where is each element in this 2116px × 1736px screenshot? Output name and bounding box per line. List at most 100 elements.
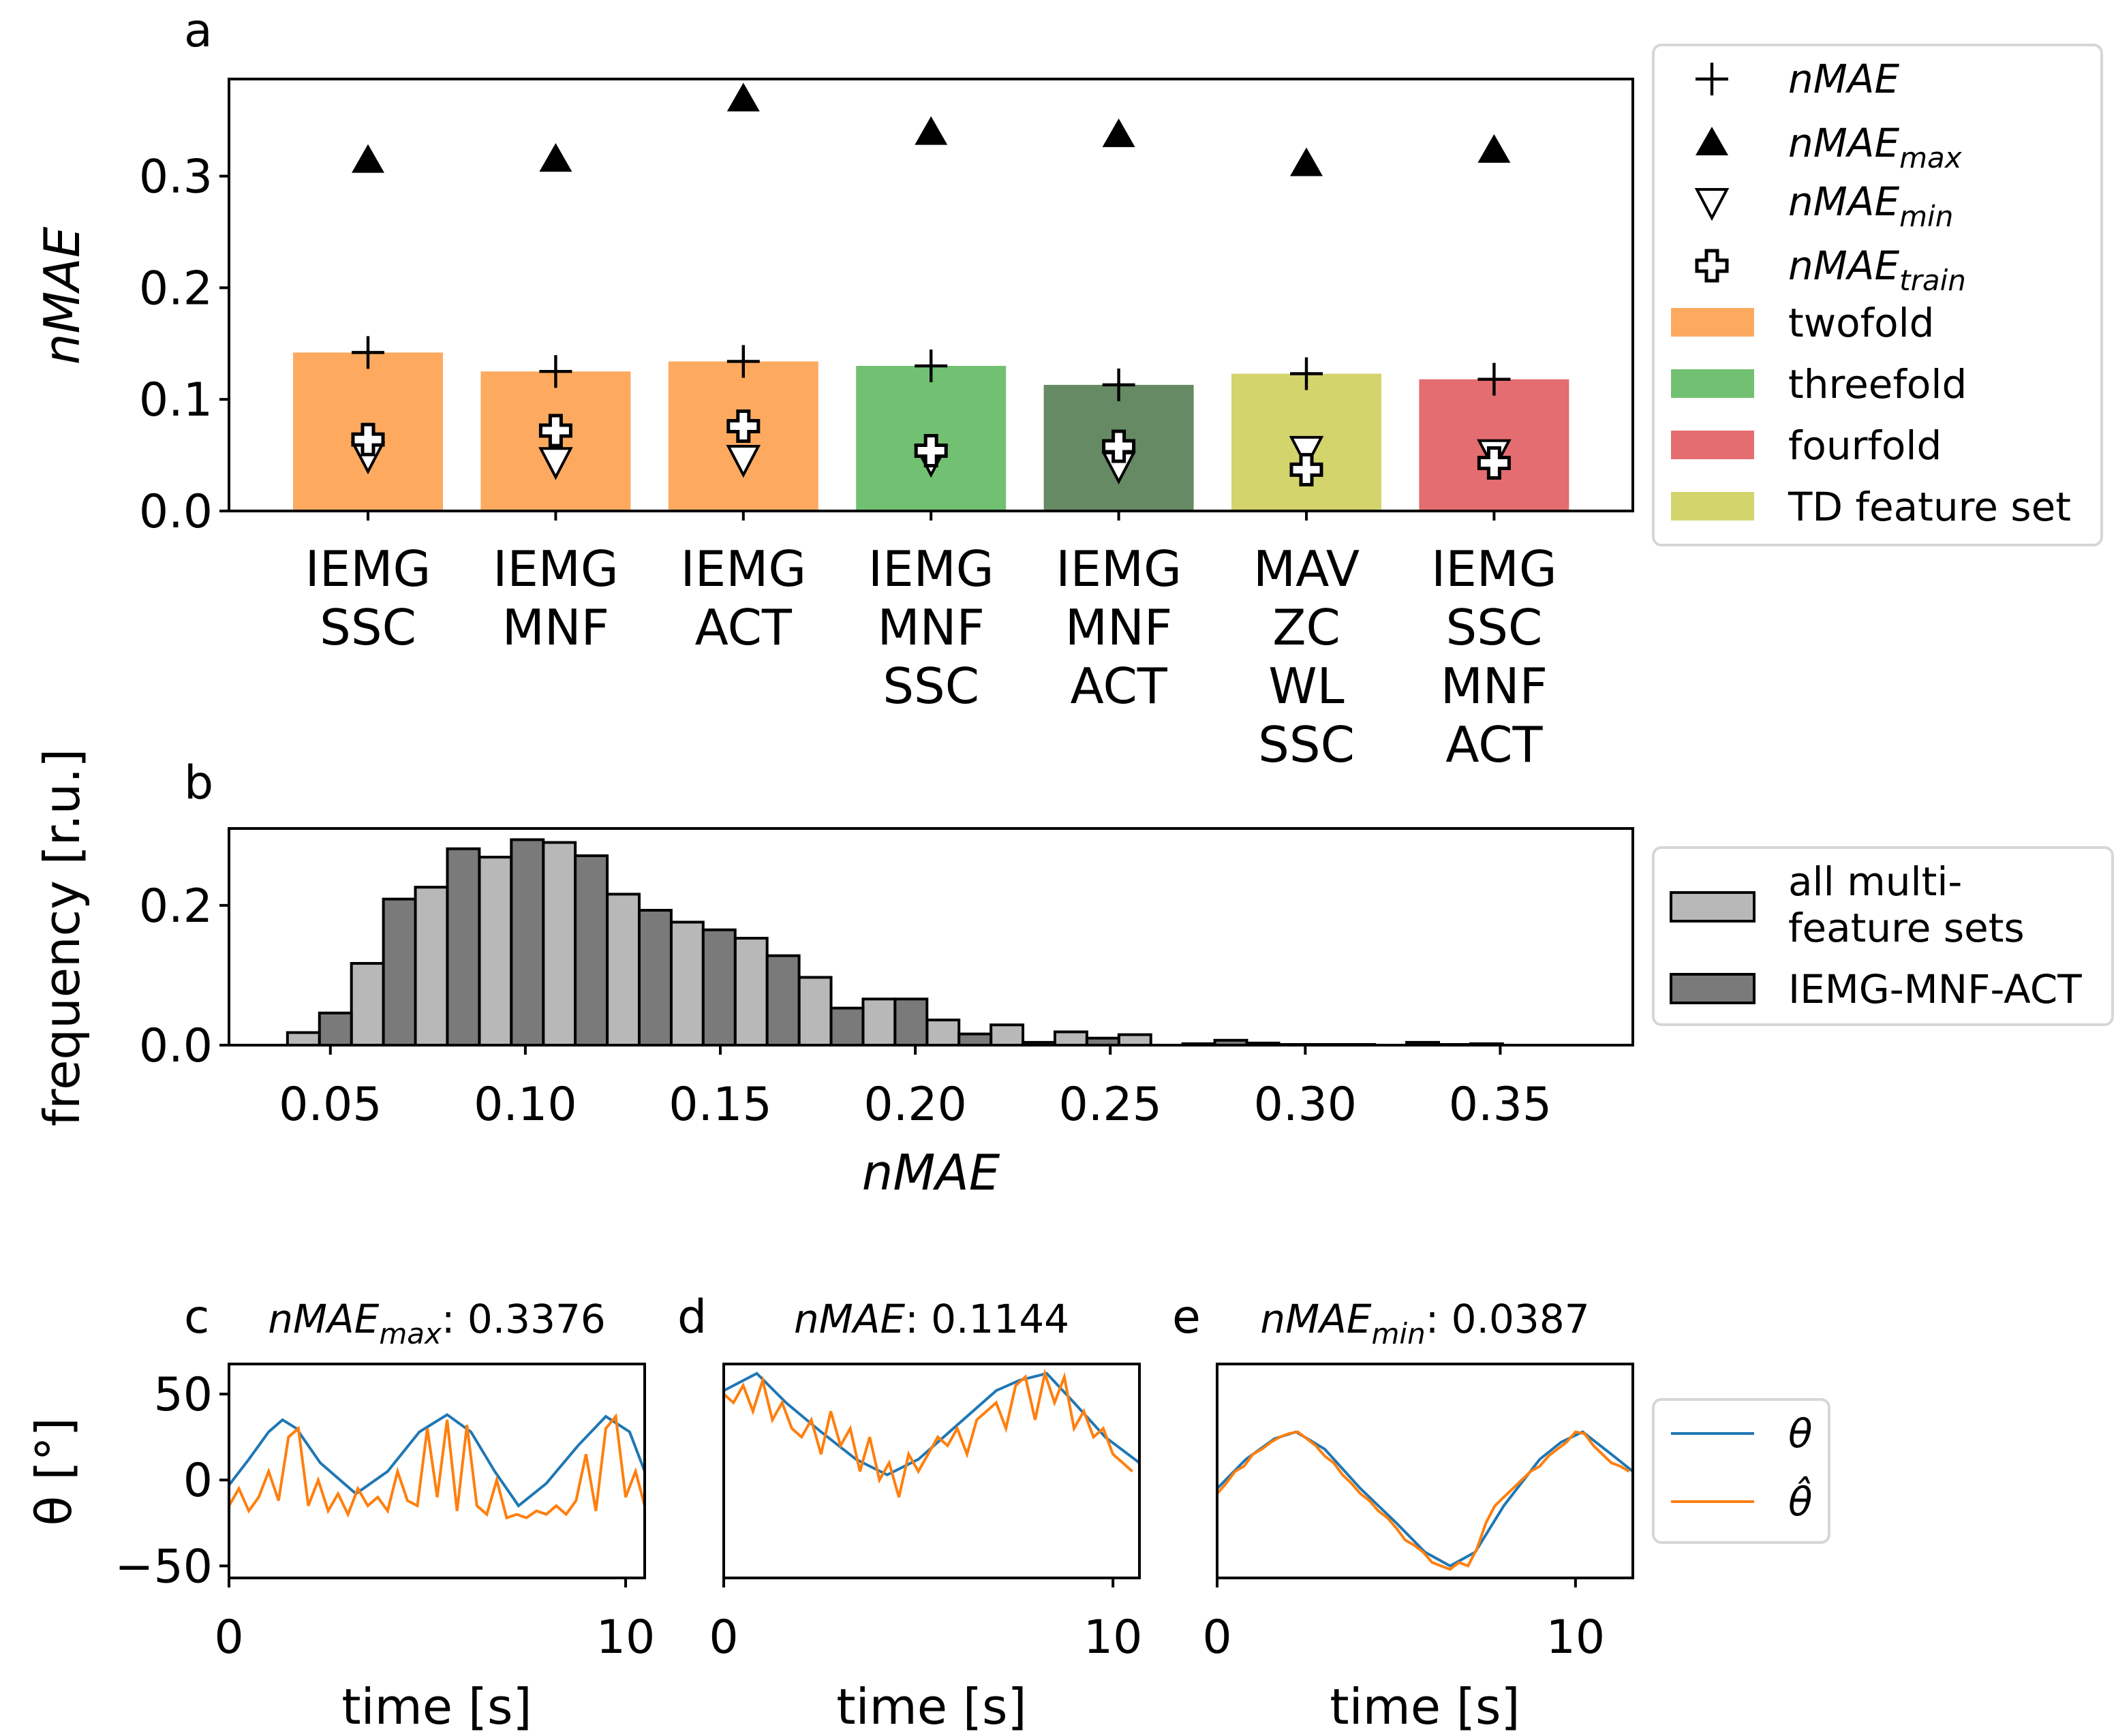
x-tick-label-a: IEMG [305,540,431,598]
x-tick-label-a: MNF [502,599,609,656]
axes-frame-c [228,1363,646,1579]
legend-a-label-main: nMAE [1788,179,1899,225]
nmae-max-marker [1290,147,1323,176]
hist-bar-iemg-mnf-act [446,847,481,1047]
legend-a-label-main: TD feature set [1788,484,2071,530]
legend-b-label: feature sets [1788,905,2025,951]
axes-frame-b [228,827,1634,1047]
hist-bar-all [1053,1030,1088,1047]
nmae-train-marker [914,434,948,468]
nmae-train-marker [351,422,385,456]
legend-a-label: fourfold [1788,422,1942,469]
theta-hat-line-e [1217,1430,1630,1571]
x-tick-label-a: WL [1268,657,1344,715]
legend-a-label-main: nMAE [1788,120,1899,166]
x-axis-label-b: nMAE [862,1144,1000,1201]
x-tick-label-b: 0.15 [669,1078,771,1132]
x-tick-label-a: SSC [883,657,979,715]
legend-patch-icon [1670,891,1755,923]
y-tick-label-c: 0 [183,1454,213,1508]
y-tick-label-a: 0.0 [139,485,213,539]
panel-title-e: nMAEmin: 0.0387 [1260,1296,1589,1350]
legend-theta-label: θ [1788,1410,1813,1457]
legend-a-label-sub: train [1899,264,1966,297]
panel-letter-c: c [184,1290,209,1344]
x-tick-label-a: MAV [1253,540,1360,598]
panel-title-c: nMAEmax: 0.3376 [268,1296,606,1350]
legend-b: all multi-feature sets IEMG-MNF-ACT [1652,846,2114,1026]
x-tick-label-b: 0.30 [1254,1078,1357,1132]
x-tick-label-b: 0.35 [1449,1078,1552,1132]
x-tick-label-b: 0.05 [279,1078,382,1132]
title-sub: max [379,1317,442,1350]
title-main: nMAE [1260,1296,1371,1342]
title-main: nMAE [268,1296,379,1342]
x-tick-label-a: MNF [1065,599,1172,656]
title-main: nMAE [794,1296,905,1342]
nmae-marker [1102,368,1135,401]
theta-hat-line-c [229,1413,645,1520]
hist-bar-iemg-mnf-act [957,1032,993,1047]
legend-a-label: nMAEtrain [1788,243,1966,297]
nmae-train-marker [1477,446,1511,480]
x-tick-label-a: MNF [877,599,984,656]
panel-a-bar-chart: 0.00.10.20.3IEMGSSCIEMGMNFIEMGACTIEMGMNF… [33,44,2103,773]
x-axis-label-c: time [s] [341,1678,532,1735]
hist-bar-iemg-mnf-act [765,954,801,1047]
x-tick-label-a: SSC [1446,599,1543,656]
nmae-marker [352,336,384,369]
legend-theta-hat-label: θ̂ [1788,1476,1813,1525]
y-tick-label-a: 0.1 [139,373,213,427]
x-axis-label-e: time [s] [1330,1678,1520,1735]
nmae-max-marker [915,116,948,145]
nmae-train-marker [726,409,761,443]
theta-line-c [229,1412,645,1508]
legend-a-label-main: twofold [1788,300,1935,346]
legend-a-box [1652,44,2103,546]
legend-a-label: nMAEmax [1788,120,1963,174]
legend-a-label-main: fourfold [1788,422,1942,469]
legend-time: θ θ̂ [1652,1398,1830,1544]
panel-letter-a: a [184,4,213,58]
hist-bar-iemg-mnf-act [510,838,545,1047]
x-tick-label-e: 0 [1202,1611,1231,1664]
y-tick-label-c: 50 [153,1368,213,1422]
legend-patch-icon [1671,369,1754,398]
hist-bar-iemg-mnf-act [574,854,609,1047]
hist-bar-all [733,937,769,1047]
nmae-marker [1290,357,1323,390]
x-tick-label-d: 10 [1084,1611,1143,1664]
x-axis-label-d: time [s] [836,1678,1026,1735]
axes-frame-d [722,1363,1141,1579]
hist-bar-all [797,976,833,1047]
hist-bar-all [669,920,705,1047]
hist-bar-all [542,841,577,1047]
nmae-marker [726,345,760,378]
nmae-train-marker [1289,452,1323,486]
legend-a-label: threefold [1788,361,1967,407]
panel-letter-b: b [184,756,213,810]
legend-a-label: twofold [1788,300,1935,346]
panel-title-d: nMAE: 0.1144 [794,1296,1069,1342]
legend-patch-icon [1671,492,1754,521]
nmae-marker [915,350,948,383]
hist-bar-all [350,961,385,1047]
nmae-max-marker [726,82,760,112]
legend-patch-icon [1671,431,1754,459]
y-tick-label-c: −50 [114,1540,213,1594]
nmae-train-marker [538,414,572,448]
nmae-marker [1477,362,1511,396]
hist-bar-all [990,1023,1025,1047]
hist-bar-all [606,893,641,1047]
y-axis-label-c: θ [°] [25,1417,82,1525]
nmae-min-marker [1289,435,1324,469]
title-value: : 0.1144 [905,1296,1069,1342]
theta-hat-line-d [724,1368,1134,1498]
x-tick-label-a: ACT [1070,657,1167,715]
hist-bar-iemg-mnf-act [893,997,929,1047]
legend-a-label-main: nMAE [1788,56,1899,102]
legend-b-label: all multi- [1788,858,1962,905]
legend-a: nMAEnMAEmaxnMAEminnMAEtraintwofoldthreef… [1652,44,2103,546]
x-tick-label-c: 10 [596,1611,656,1664]
